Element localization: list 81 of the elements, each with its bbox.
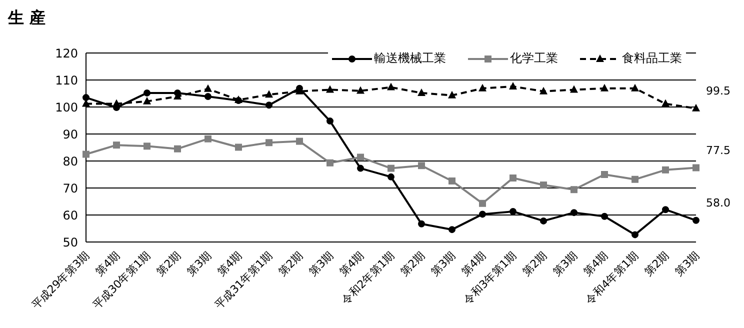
y-tick-label: 100 — [55, 100, 78, 114]
point — [82, 150, 90, 158]
point — [540, 217, 547, 224]
point — [570, 85, 578, 93]
point — [510, 174, 516, 182]
legend-label: 化学工業 — [509, 50, 558, 67]
point — [692, 104, 700, 112]
point — [266, 139, 272, 146]
point — [662, 99, 670, 107]
point — [266, 102, 272, 109]
point — [356, 86, 364, 94]
point — [570, 209, 578, 216]
point — [418, 220, 425, 228]
data-label: 77.5 — [706, 144, 730, 157]
point — [601, 212, 608, 220]
y-tick-label: 120 — [55, 46, 78, 60]
point — [540, 182, 547, 189]
point — [388, 164, 394, 172]
point — [204, 84, 212, 92]
y-tick-label: 70 — [62, 181, 78, 196]
point — [296, 138, 303, 145]
point — [601, 171, 608, 178]
point — [265, 90, 273, 98]
point — [326, 118, 334, 125]
data-label: 99.5 — [706, 84, 730, 98]
point — [479, 210, 486, 218]
x-tick-label: 第3期 — [184, 248, 214, 279]
x-tick-label: 平成29年第3期 — [29, 248, 92, 312]
point — [235, 144, 242, 151]
point — [144, 142, 150, 150]
x-tick-label: 第3期 — [306, 248, 336, 279]
x-tick-label: 第2期 — [398, 248, 428, 279]
legend-label: 輸送機械工業 — [373, 50, 446, 67]
x-tick-label: 第3期 — [550, 248, 580, 279]
x-tick-label: 第3期 — [672, 248, 702, 279]
point — [387, 82, 395, 90]
point — [144, 89, 150, 96]
point — [692, 164, 700, 172]
x-tick-label: 第2期 — [276, 248, 306, 279]
point — [204, 135, 212, 142]
point — [479, 200, 486, 207]
point — [174, 145, 181, 152]
point — [510, 208, 516, 215]
chart-title: 生 産 — [8, 8, 47, 28]
data-label: 58.0 — [706, 196, 730, 210]
y-tick-label: 60 — [62, 208, 78, 222]
point — [418, 162, 425, 170]
point — [82, 94, 90, 102]
point — [632, 176, 638, 183]
legend-label: 食料品工業 — [621, 50, 682, 67]
y-tick-label: 110 — [55, 73, 78, 88]
point — [113, 142, 120, 149]
x-tick-label: 第2期 — [520, 248, 550, 279]
y-tick-label: 80 — [62, 154, 78, 168]
point — [662, 206, 669, 214]
y-tick-label: 50 — [62, 235, 78, 250]
point — [632, 231, 638, 238]
x-tick-label: 第3期 — [428, 248, 458, 279]
point — [326, 85, 334, 93]
point — [540, 86, 548, 94]
point — [631, 84, 639, 92]
point — [448, 226, 456, 234]
x-tick-label: 第2期 — [154, 248, 184, 279]
point — [448, 90, 456, 98]
y-tick-label: 90 — [62, 127, 78, 142]
point — [600, 84, 608, 92]
point — [357, 154, 364, 161]
point — [357, 164, 364, 172]
point — [570, 186, 578, 194]
point — [204, 92, 212, 100]
point — [478, 84, 486, 92]
point — [418, 88, 426, 96]
point — [448, 177, 456, 184]
point — [692, 216, 700, 224]
point — [662, 166, 669, 174]
x-tick-label: 第2期 — [642, 248, 672, 279]
point — [112, 99, 120, 107]
point — [326, 159, 334, 166]
point — [509, 82, 517, 90]
point — [388, 173, 394, 180]
point — [143, 96, 151, 104]
